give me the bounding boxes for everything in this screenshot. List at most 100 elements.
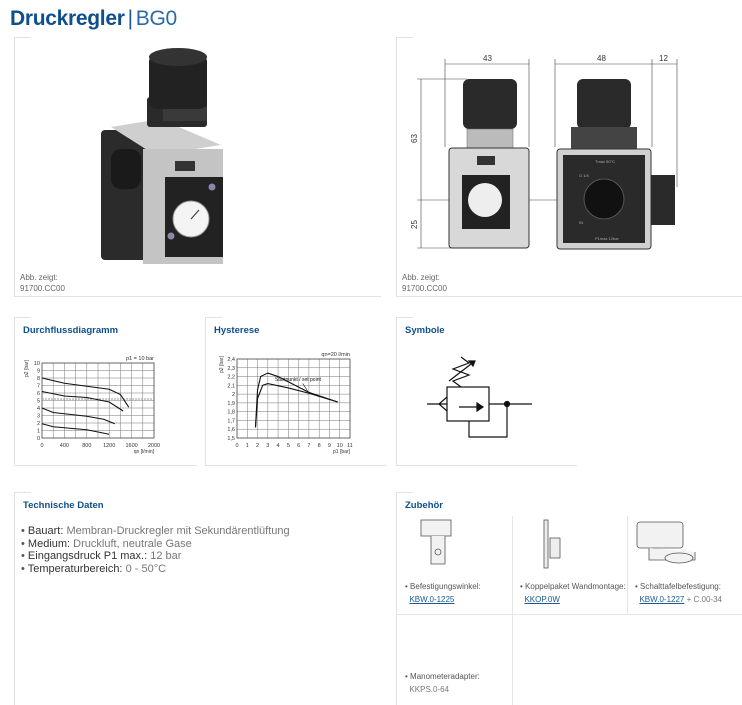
y-tick-label: 2,2 bbox=[227, 375, 235, 381]
dimension-drawing: 43 48 12 63 25 Tmax 50°C P1max 12bar G 1… bbox=[410, 54, 678, 250]
y-tick-label: 1,9 bbox=[227, 401, 235, 407]
y-tick-label: 6 bbox=[37, 391, 40, 397]
tech-item: Eingangsdruck P1 max.: 12 bar bbox=[21, 550, 290, 563]
regulator-symbol-icon bbox=[427, 356, 532, 438]
tech-item: Temperaturbereich: 0 - 50°C bbox=[21, 563, 290, 576]
series-line-2 bbox=[254, 383, 338, 428]
tech-data-panel: Technische Daten Bauart: Membran-Druckre… bbox=[14, 492, 381, 705]
x-tick-label: 0 bbox=[40, 443, 43, 449]
x-tick-label: 2 bbox=[256, 443, 259, 449]
dimension-drawing-panel: 43 48 12 63 25 Tmax 50°C P1max 12bar G 1… bbox=[396, 37, 742, 297]
hysteresis-panel: Hysterese 0 1 2 3 4 5 6 7 8 9 10 11 1,5 1,6 1,7 1,8 1,9 2… bbox=[205, 317, 386, 466]
plot-frame bbox=[41, 362, 155, 439]
series-line-3 bbox=[41, 407, 116, 425]
wall-mount-kit-icon bbox=[543, 519, 561, 569]
product-image-panel: Abb. zeigt: 91700.CC00 bbox=[14, 37, 381, 297]
x-tick-label: 8 bbox=[318, 443, 321, 449]
accessories-panel: Zubehör • Befestigungswinkel: KBW.0-1225… bbox=[396, 492, 742, 705]
x-tick-label: 400 bbox=[60, 443, 69, 449]
y-tick-label: 2,3 bbox=[227, 366, 235, 372]
series-line-1 bbox=[41, 377, 130, 408]
accessory-link[interactable]: KBW.0-1227 bbox=[639, 595, 685, 604]
label-in: IN bbox=[579, 220, 583, 225]
x-axis-label: qn [l/min] bbox=[134, 449, 155, 455]
set-point-leader bbox=[302, 383, 309, 392]
accessory-card: • Manometeradapter: KKPS.0-64 bbox=[397, 614, 513, 705]
y-axis-label: p2 [bar] bbox=[219, 355, 225, 373]
series-line-4 bbox=[41, 423, 110, 435]
hysteresis-title: Hysterese bbox=[214, 325, 260, 336]
set-point-label: Startpunkt / set point bbox=[275, 377, 321, 383]
y-axis-label: p2 [bar] bbox=[24, 359, 30, 377]
accessory-link[interactable]: KKOP.0W bbox=[524, 595, 560, 604]
title-subtitle: BG0 bbox=[135, 7, 177, 30]
panel-mount-icon bbox=[636, 521, 696, 564]
symbol-title: Symbole bbox=[405, 325, 445, 336]
y-tick-label: 0 bbox=[37, 436, 40, 442]
chart-annotation: p1 = 10 bar bbox=[126, 356, 154, 362]
y-tick-label: 1,8 bbox=[227, 410, 235, 416]
x-tick-label: 0 bbox=[235, 443, 238, 449]
x-tick-label: 10 bbox=[337, 443, 343, 449]
x-tick-label: 1200 bbox=[103, 443, 115, 449]
title-separator: | bbox=[127, 7, 133, 30]
tech-data-title: Technische Daten bbox=[23, 500, 104, 511]
chart-annotation: qn=20 l/min bbox=[321, 352, 350, 358]
y-tick-label: 1,5 bbox=[227, 436, 235, 442]
y-tick-label: 2 bbox=[232, 392, 235, 398]
dim-height-upper: 63 bbox=[410, 134, 419, 143]
accessories-title: Zubehör bbox=[405, 500, 443, 511]
x-tick-label: 11 bbox=[347, 443, 353, 449]
x-tick-label: 7 bbox=[307, 443, 310, 449]
caption-code: 91700.CC00 bbox=[402, 284, 447, 293]
x-tick-label: 6 bbox=[297, 443, 300, 449]
dim-width-gauge: 12 bbox=[659, 54, 668, 63]
x-tick-label: 1600 bbox=[125, 443, 137, 449]
y-tick-label: 2,1 bbox=[227, 383, 235, 389]
caption-code: 91700.CC00 bbox=[20, 284, 65, 293]
symbol-panel: Symbole bbox=[396, 317, 577, 466]
plot-frame bbox=[236, 358, 351, 439]
mounting-bracket-icon bbox=[420, 519, 452, 565]
x-tick-label: 2000 bbox=[148, 443, 160, 449]
dim-height-lower: 25 bbox=[410, 220, 419, 229]
y-tick-label: 1,7 bbox=[227, 418, 235, 424]
flow-diagram-title: Durchflussdiagramm bbox=[23, 325, 119, 336]
y-tick-label: 9 bbox=[37, 369, 40, 375]
y-tick-label: 5 bbox=[37, 399, 40, 405]
tech-data-list: Bauart: Membran-Druckregler mit Sekundär… bbox=[21, 525, 290, 575]
y-tick-label: 4 bbox=[37, 406, 40, 412]
x-tick-label: 1 bbox=[246, 443, 249, 449]
y-tick-label: 1 bbox=[37, 429, 40, 435]
tech-item: Medium: Druckluft, neutrale Gase bbox=[21, 538, 290, 551]
x-tick-label: 4 bbox=[277, 443, 280, 449]
y-tick-label: 1,6 bbox=[227, 427, 235, 433]
accessory-card: • Befestigungswinkel: KBW.0-1225 bbox=[397, 516, 513, 615]
y-tick-label: 7 bbox=[37, 384, 40, 390]
accessory-code: KKPS.0-64 bbox=[409, 685, 450, 694]
accessory-card: • Koppelpaket Wandmontage: KKOP.0W bbox=[512, 516, 628, 615]
label-tmax: Tmax 50°C bbox=[595, 159, 615, 164]
accessory-link[interactable]: KBW.0-1225 bbox=[409, 595, 455, 604]
flow-diagram-panel: Durchflussdiagramm 0 400 800 1200 1600 2000 0 1… bbox=[14, 317, 197, 466]
product-image bbox=[101, 48, 223, 264]
x-axis-label: p1 [bar] bbox=[333, 449, 351, 455]
x-tick-label: 9 bbox=[328, 443, 331, 449]
series-line-2 bbox=[41, 390, 124, 412]
y-tick-label: 2 bbox=[37, 421, 40, 427]
y-tick-label: 2,4 bbox=[227, 357, 235, 363]
hysteresis-chart: 0 1 2 3 4 5 6 7 8 9 10 11 1,5 1,6 1,7 1,8 1,9 2 2,1 2,2 2,3 2… bbox=[219, 352, 353, 455]
series-line-1 bbox=[254, 372, 338, 428]
x-tick-label: 5 bbox=[287, 443, 290, 449]
accessory-card: • Schalttafelbefestigung: KBW.0-1227 + C… bbox=[627, 516, 742, 615]
tech-item: Bauart: Membran-Druckregler mit Sekundär… bbox=[21, 525, 290, 538]
x-tick-label: 3 bbox=[266, 443, 269, 449]
y-tick-label: 8 bbox=[37, 376, 40, 382]
dim-width-side: 48 bbox=[597, 54, 606, 63]
page-title: Druckregler | BG0 bbox=[10, 7, 177, 31]
caption-label: Abb. zeigt: bbox=[402, 273, 440, 282]
dim-width-front: 43 bbox=[483, 54, 492, 63]
label-pmax: P1max 12bar bbox=[595, 236, 619, 241]
title-main: Druckregler bbox=[10, 7, 125, 30]
